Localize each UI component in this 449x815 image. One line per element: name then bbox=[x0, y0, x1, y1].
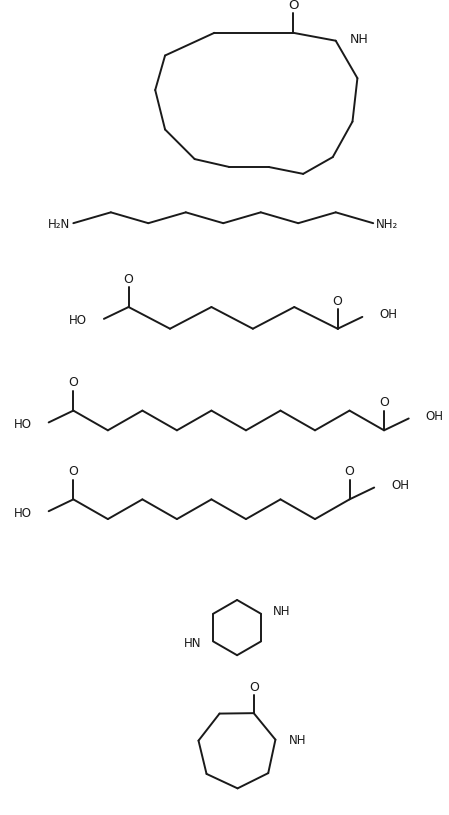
Text: HO: HO bbox=[14, 507, 32, 520]
Text: O: O bbox=[333, 294, 343, 307]
Text: H₂N: H₂N bbox=[48, 218, 70, 231]
Text: O: O bbox=[68, 377, 78, 390]
Text: NH: NH bbox=[289, 734, 307, 747]
Text: OH: OH bbox=[426, 410, 444, 423]
Text: O: O bbox=[379, 396, 389, 409]
Text: NH: NH bbox=[349, 33, 368, 46]
Text: O: O bbox=[288, 0, 299, 11]
Text: OH: OH bbox=[379, 308, 397, 321]
Text: NH: NH bbox=[273, 606, 291, 619]
Text: O: O bbox=[123, 273, 133, 286]
Text: NH₂: NH₂ bbox=[376, 218, 398, 231]
Text: HO: HO bbox=[14, 418, 32, 431]
Text: O: O bbox=[344, 465, 354, 478]
Text: O: O bbox=[249, 681, 259, 694]
Text: HN: HN bbox=[184, 637, 201, 650]
Text: OH: OH bbox=[391, 479, 409, 492]
Text: HO: HO bbox=[69, 315, 87, 328]
Text: O: O bbox=[68, 465, 78, 478]
